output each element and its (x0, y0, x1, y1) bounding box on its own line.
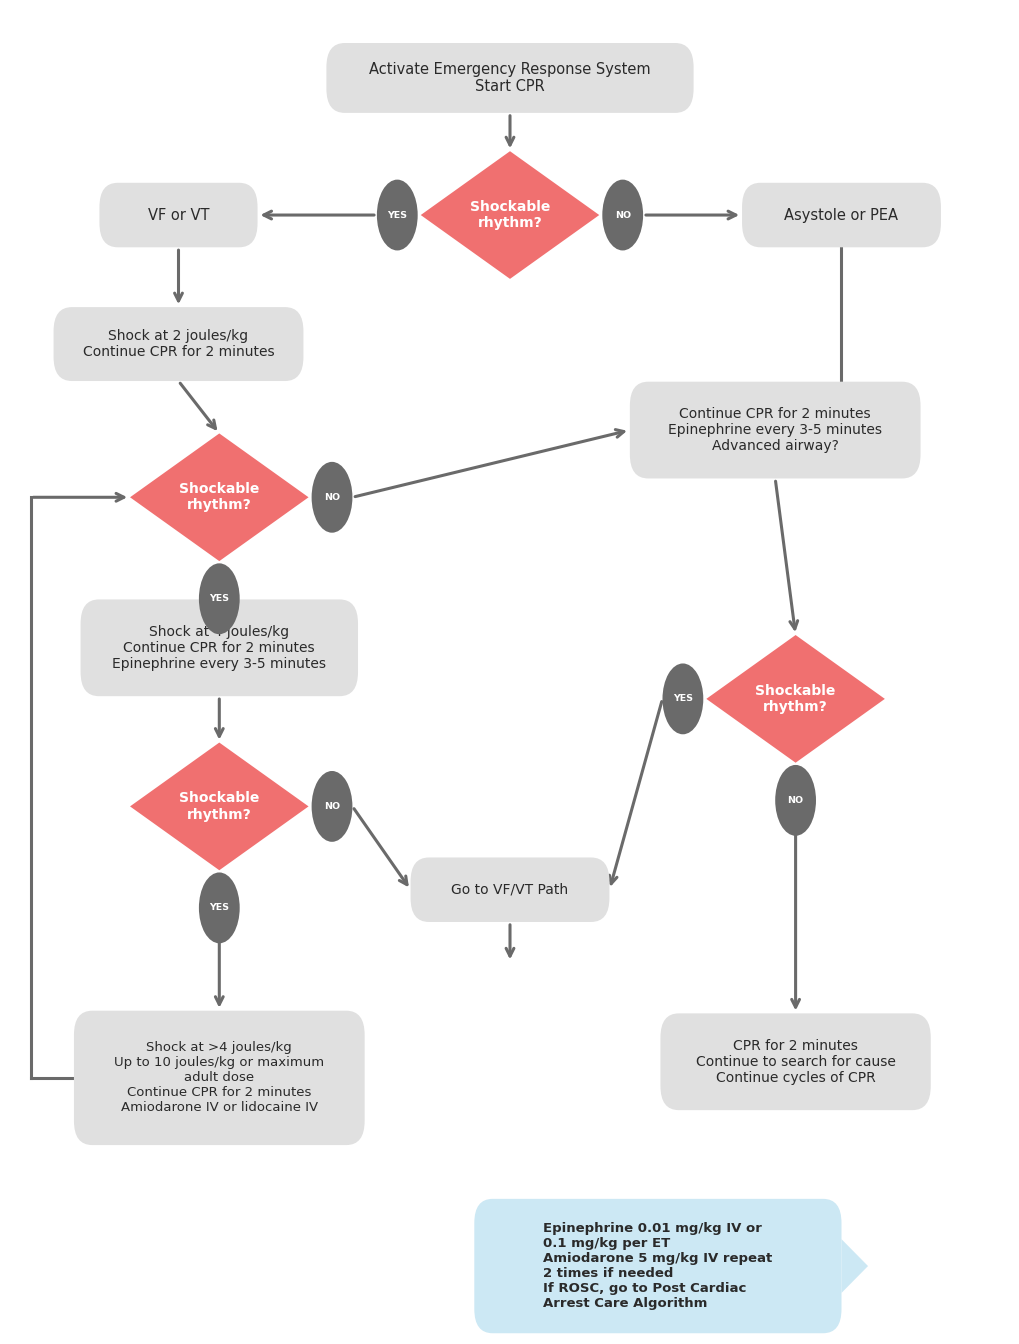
Text: Epinephrine 0.01 mg/kg IV or
0.1 mg/kg per ET
Amiodarone 5 mg/kg IV repeat
2 tim: Epinephrine 0.01 mg/kg IV or 0.1 mg/kg p… (543, 1222, 771, 1310)
Polygon shape (421, 152, 599, 280)
Ellipse shape (662, 664, 703, 734)
Text: Continue CPR for 2 minutes
Epinephrine every 3-5 minutes
Advanced airway?: Continue CPR for 2 minutes Epinephrine e… (667, 407, 881, 453)
Polygon shape (841, 1239, 867, 1293)
FancyBboxPatch shape (410, 857, 608, 922)
Ellipse shape (199, 872, 239, 943)
Text: NO: NO (324, 802, 339, 810)
Text: YES: YES (209, 903, 229, 913)
FancyBboxPatch shape (326, 43, 693, 113)
Text: YES: YES (673, 695, 692, 703)
Ellipse shape (377, 180, 418, 250)
Text: YES: YES (209, 594, 229, 603)
Text: NO: NO (787, 796, 803, 805)
FancyBboxPatch shape (660, 1013, 930, 1110)
FancyBboxPatch shape (474, 1199, 841, 1333)
Ellipse shape (601, 180, 643, 250)
Text: Shock at 2 joules/kg
Continue CPR for 2 minutes: Shock at 2 joules/kg Continue CPR for 2 … (83, 329, 274, 359)
Ellipse shape (199, 563, 239, 634)
Text: CPR for 2 minutes
Continue to search for cause
Continue cycles of CPR: CPR for 2 minutes Continue to search for… (695, 1039, 895, 1085)
Polygon shape (705, 636, 884, 763)
FancyBboxPatch shape (74, 1011, 365, 1145)
Ellipse shape (774, 765, 815, 836)
Text: VF or VT: VF or VT (148, 207, 209, 223)
Text: Shock at 4 joules/kg
Continue CPR for 2 minutes
Epinephrine every 3-5 minutes: Shock at 4 joules/kg Continue CPR for 2 … (112, 625, 326, 671)
FancyBboxPatch shape (742, 183, 940, 247)
Ellipse shape (312, 771, 353, 841)
Text: Shockable
rhythm?: Shockable rhythm? (755, 684, 835, 714)
FancyBboxPatch shape (630, 382, 920, 478)
Polygon shape (130, 434, 308, 562)
Text: Activate Emergency Response System
Start CPR: Activate Emergency Response System Start… (369, 62, 650, 94)
Text: Go to VF/VT Path: Go to VF/VT Path (451, 883, 568, 896)
FancyBboxPatch shape (81, 599, 358, 696)
Text: NO: NO (324, 493, 339, 501)
Text: Shock at >4 joules/kg
Up to 10 joules/kg or maximum
adult dose
Continue CPR for : Shock at >4 joules/kg Up to 10 joules/kg… (114, 1042, 324, 1114)
Text: NO: NO (614, 211, 630, 219)
Ellipse shape (312, 462, 353, 532)
Text: Shockable
rhythm?: Shockable rhythm? (470, 200, 549, 230)
FancyBboxPatch shape (53, 306, 304, 382)
Text: Shockable
rhythm?: Shockable rhythm? (179, 482, 259, 512)
Text: Shockable
rhythm?: Shockable rhythm? (179, 792, 259, 821)
Polygon shape (130, 742, 308, 871)
Text: Asystole or PEA: Asystole or PEA (784, 207, 898, 223)
Text: YES: YES (387, 211, 407, 219)
FancyBboxPatch shape (99, 183, 257, 247)
